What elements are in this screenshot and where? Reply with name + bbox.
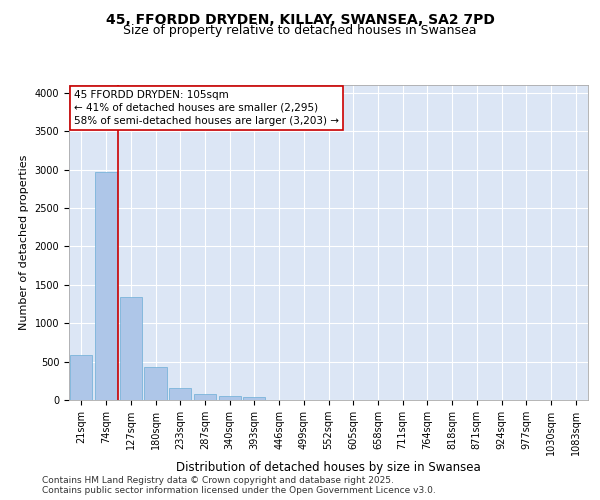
Bar: [169, 388, 191, 400]
Text: 45 FFORDD DRYDEN: 105sqm
← 41% of detached houses are smaller (2,295)
58% of sem: 45 FFORDD DRYDEN: 105sqm ← 41% of detach…: [74, 90, 339, 126]
Bar: [95, 172, 117, 400]
X-axis label: Distribution of detached houses by size in Swansea: Distribution of detached houses by size …: [176, 460, 481, 473]
Text: Size of property relative to detached houses in Swansea: Size of property relative to detached ho…: [123, 24, 477, 37]
Bar: [70, 356, 92, 400]
Bar: [194, 394, 216, 400]
Bar: [145, 367, 167, 400]
Bar: [218, 396, 241, 400]
Text: 45, FFORDD DRYDEN, KILLAY, SWANSEA, SA2 7PD: 45, FFORDD DRYDEN, KILLAY, SWANSEA, SA2 …: [106, 12, 494, 26]
Y-axis label: Number of detached properties: Number of detached properties: [19, 155, 29, 330]
Bar: [119, 297, 142, 400]
Bar: [243, 398, 265, 400]
Text: Contains HM Land Registry data © Crown copyright and database right 2025.
Contai: Contains HM Land Registry data © Crown c…: [42, 476, 436, 495]
